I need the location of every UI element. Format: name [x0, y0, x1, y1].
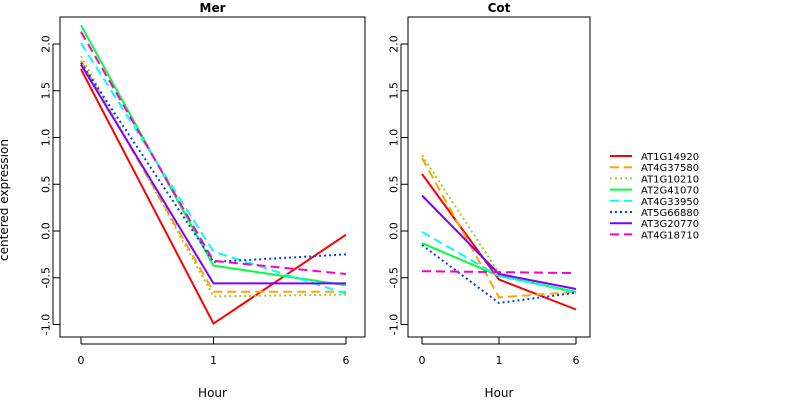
legend-label: AT4G18710 [641, 230, 699, 241]
legend-label: AT1G10210 [641, 174, 699, 185]
legend-item: AT2G41070 [610, 186, 699, 197]
y-tick-label: -1.0 [40, 314, 53, 335]
legend-item: AT5G66880 [610, 208, 699, 219]
series-line-at4g37580 [421, 157, 577, 299]
y-tick-label: 1.5 [40, 82, 53, 100]
x-axis-label: Hour [198, 386, 227, 400]
legend-label: AT4G37580 [641, 163, 699, 174]
series-line-at4g33950 [80, 42, 347, 295]
series-line-at4g18710 [421, 270, 577, 275]
series-line-at3g20770 [80, 64, 346, 285]
y-tick-label: 1.0 [388, 129, 401, 147]
x-tick-label: 0 [78, 354, 85, 367]
legend-label: AT5G66880 [641, 208, 699, 219]
series-line-at4g18710 [80, 31, 347, 275]
plot-frame [59, 16, 366, 338]
series-line-at5g66880 [421, 244, 577, 305]
y-tick-label: 1.0 [40, 129, 53, 147]
y-tick-label: 2.0 [40, 35, 53, 53]
y-axis-label: centered expression [0, 139, 11, 261]
x-tick-label: 1 [210, 354, 217, 367]
legend-item: AT4G18710 [610, 230, 699, 241]
series-line-at1g14920 [421, 173, 577, 311]
series-line-at5g66880 [80, 62, 347, 263]
legend-label: AT3G20770 [641, 219, 699, 230]
y-tick-label: -1.0 [388, 314, 401, 335]
y-tick-label: 2.0 [388, 35, 401, 53]
legend-item: AT4G37580 [610, 163, 699, 174]
panel-title: Mer [200, 1, 226, 15]
series-line-at2g41070 [80, 24, 347, 287]
series-line-at3g20770 [421, 194, 577, 290]
series-line-at1g14920 [80, 68, 347, 326]
legend-item: AT1G10210 [610, 174, 699, 185]
series-line-at4g33950 [421, 231, 577, 294]
x-tick-label: 1 [496, 354, 503, 367]
legend-item: AT3G20770 [610, 219, 699, 230]
panel-cot: Cot 0 1 6 Hour -1.0 -0.5 0.0 0.5 1.0 1.5 2.0 [388, 1, 591, 400]
y-tick-label: 0.5 [40, 176, 53, 194]
panel-mer: Mer 0 1 6 Hour -1.0 -0.5 0.0 0.5 1.0 1.5 2.0 [40, 1, 366, 400]
legend-label: AT4G33950 [641, 197, 699, 208]
y-tick-label: 1.5 [388, 82, 401, 100]
legend: AT1G14920AT4G37580AT1G10210AT2G41070AT4G… [610, 152, 699, 241]
legend-label: AT1G14920 [641, 152, 699, 163]
y-tick-label: -0.5 [388, 267, 401, 288]
x-tick-label: 6 [573, 354, 580, 367]
legend-item: AT4G33950 [610, 197, 699, 208]
x-tick-label: 0 [419, 354, 426, 367]
y-tick-label: -0.5 [40, 267, 53, 288]
y-tick-label: 0.0 [40, 222, 53, 240]
y-tick-label: 0.0 [388, 222, 401, 240]
x-axis-label: Hour [485, 386, 514, 400]
legend-item: AT1G14920 [610, 152, 699, 163]
panels: Mer 0 1 6 Hour -1.0 -0.5 0.0 0.5 1.0 1.5 2.0 Cot 0 1 6 H… [40, 1, 591, 400]
x-tick-label: 6 [343, 354, 350, 367]
y-tick-label: 0.5 [388, 176, 401, 194]
panel-title: Cot [488, 1, 511, 15]
legend-label: AT2G41070 [641, 186, 699, 197]
